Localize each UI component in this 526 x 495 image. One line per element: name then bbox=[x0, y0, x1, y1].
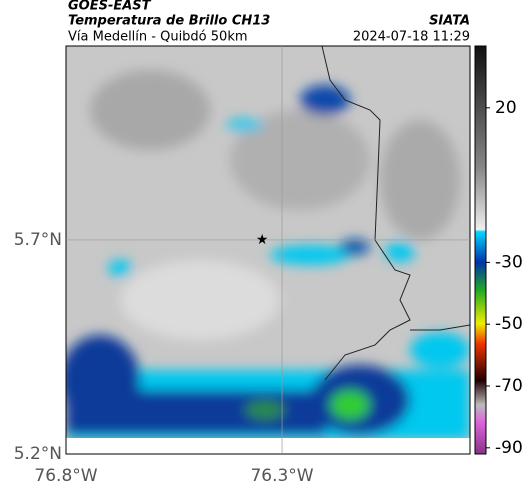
colorbar-tick-label: -50 bbox=[495, 314, 523, 334]
x-tick-label: 76.8°W bbox=[34, 466, 97, 486]
colorbar-tick-label: -70 bbox=[495, 376, 523, 396]
subtitle: Temperatura de Brillo CH13 bbox=[68, 14, 270, 29]
x-tick-label: 76.3°W bbox=[250, 466, 313, 486]
location-marker: ★ bbox=[256, 232, 269, 248]
imagery bbox=[66, 46, 470, 454]
title: GOES-EAST bbox=[68, 0, 152, 14]
colorbar-tick-label: 20 bbox=[495, 98, 517, 118]
region: Vía Medellín - Quibdó 50km bbox=[68, 30, 248, 45]
source: SIATA bbox=[429, 14, 470, 29]
timestamp: 2024-07-18 11:29 bbox=[353, 30, 470, 45]
colorbar-tick-label: -90 bbox=[495, 438, 523, 458]
y-tick-label: 5.7°N bbox=[14, 230, 62, 250]
y-tick-label: 5.2°N bbox=[14, 444, 62, 464]
colorbar bbox=[474, 45, 487, 455]
map-frame bbox=[65, 45, 471, 455]
colorbar-tick-label: -30 bbox=[495, 252, 523, 272]
